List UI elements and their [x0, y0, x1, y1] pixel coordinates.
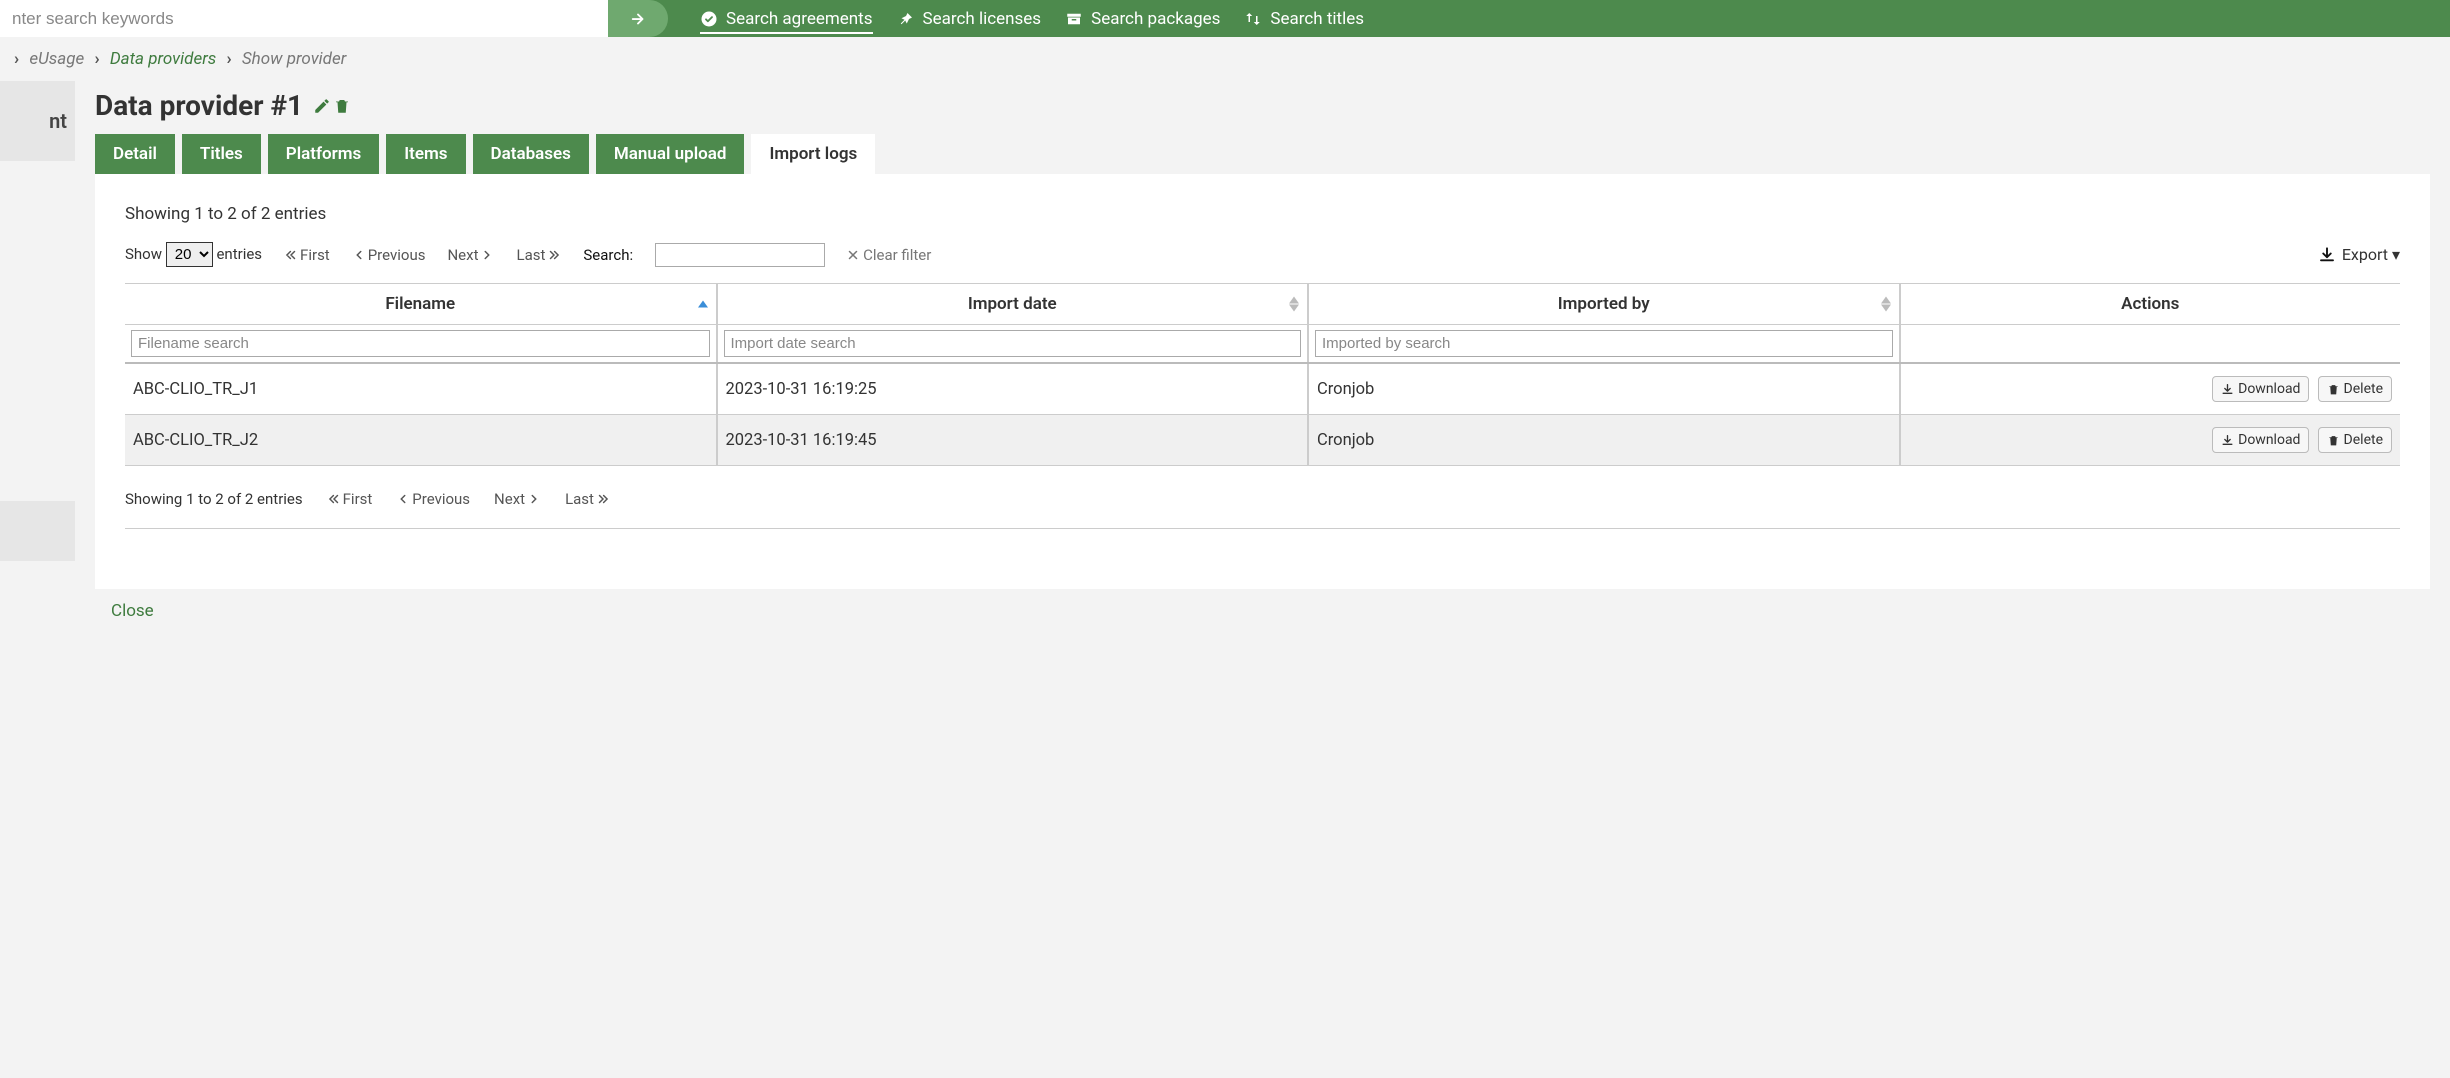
show-label-post: entries — [216, 245, 262, 263]
chevron-right-icon — [480, 248, 494, 262]
pin-icon — [897, 10, 915, 28]
edit-icon[interactable] — [313, 97, 331, 115]
col-import-date[interactable]: Import date — [717, 284, 1309, 325]
tab-panel: Showing 1 to 2 of 2 entries Show 20 entr… — [95, 174, 2430, 589]
table-search-input[interactable] — [655, 243, 825, 267]
pager-first-button[interactable]: First — [327, 490, 373, 508]
search-label: Search: — [583, 246, 633, 264]
col-filename[interactable]: Filename — [125, 284, 717, 325]
sort-icon — [1244, 10, 1262, 28]
cell-imported-by: Cronjob — [1308, 415, 1900, 466]
tab-databases[interactable]: Databases — [473, 134, 589, 174]
nav-search-licenses[interactable]: Search licenses — [897, 0, 1042, 37]
trash-icon — [2327, 434, 2340, 447]
tab-items[interactable]: Items — [386, 134, 465, 174]
cell-filename: ABC-CLIO_TR_J1 — [125, 363, 717, 415]
sort-down-icon — [1289, 305, 1299, 312]
download-icon — [2221, 383, 2234, 396]
pager-last-button[interactable]: Last — [565, 490, 610, 508]
global-search-submit-button[interactable] — [608, 0, 668, 37]
col-actions: Actions — [1900, 284, 2401, 325]
table-controls: Show 20 entries First Previous Next — [125, 242, 2400, 267]
sort-asc-icon — [698, 301, 708, 308]
cell-imported-by: Cronjob — [1308, 363, 1900, 415]
tabs: Detail Titles Platforms Items Databases … — [95, 134, 2430, 174]
cell-import-date: 2023-10-31 16:19:25 — [717, 363, 1309, 415]
close-link[interactable]: Close — [95, 589, 2430, 633]
export-button[interactable]: Export ▾ — [2318, 245, 2400, 264]
download-button[interactable]: Download — [2212, 427, 2309, 453]
tab-manual-upload[interactable]: Manual upload — [596, 134, 745, 174]
chevrons-right-icon — [596, 492, 610, 506]
chevron-left-icon — [396, 492, 410, 506]
tab-detail[interactable]: Detail — [95, 134, 175, 174]
top-nav: Search agreements Search licenses Search… — [700, 0, 1364, 37]
cell-filename: ABC-CLIO_TR_J2 — [125, 415, 717, 466]
sort-up-icon — [1289, 297, 1299, 304]
table-row: ABC-CLIO_TR_J1 2023-10-31 16:19:25 Cronj… — [125, 363, 2400, 415]
x-icon — [847, 249, 859, 261]
pager-next-button[interactable]: Next — [447, 246, 494, 264]
global-search-wrap — [0, 0, 630, 37]
import-logs-table: Filename Import date Imported by — [125, 283, 2400, 466]
breadcrumb-link[interactable]: Data providers — [110, 49, 216, 69]
filter-filename-input[interactable] — [131, 330, 710, 357]
filter-imported-by-input[interactable] — [1315, 330, 1893, 357]
arrow-right-icon — [629, 10, 647, 28]
pager-first-button[interactable]: First — [284, 246, 330, 264]
trash-icon — [2327, 383, 2340, 396]
nav-label: Search packages — [1091, 9, 1220, 29]
pager-next-button[interactable]: Next — [494, 490, 541, 508]
chevron-right-icon — [527, 492, 541, 506]
table-bottom-controls: Showing 1 to 2 of 2 entries First Previo… — [125, 490, 2400, 529]
download-icon — [2221, 434, 2234, 447]
show-label-pre: Show — [125, 245, 162, 263]
chevron-left-icon — [352, 248, 366, 262]
table-info-top: Showing 1 to 2 of 2 entries — [125, 204, 2400, 224]
table-info-bottom: Showing 1 to 2 of 2 entries — [125, 490, 303, 508]
check-circle-icon — [700, 10, 718, 28]
pager-previous-button[interactable]: Previous — [352, 246, 426, 264]
page-title: Data provider #1 — [95, 89, 303, 122]
download-icon — [2318, 246, 2336, 264]
sort-down-icon — [1881, 305, 1891, 312]
tab-titles[interactable]: Titles — [182, 134, 261, 174]
nav-label: Search titles — [1270, 9, 1364, 29]
clear-filter-button[interactable]: Clear filter — [847, 246, 931, 264]
delete-button[interactable]: Delete — [2318, 427, 2392, 453]
trash-icon[interactable] — [333, 97, 351, 115]
nav-search-agreements[interactable]: Search agreements — [700, 0, 873, 37]
archive-icon — [1065, 10, 1083, 28]
nav-label: Search agreements — [726, 9, 873, 29]
show-entries-select[interactable]: 20 — [166, 242, 213, 267]
col-imported-by[interactable]: Imported by — [1308, 284, 1900, 325]
breadcrumb-item: eUsage — [29, 49, 84, 69]
sidebar-stub: nt — [0, 81, 75, 653]
table-row: ABC-CLIO_TR_J2 2023-10-31 16:19:45 Cronj… — [125, 415, 2400, 466]
nav-label: Search licenses — [923, 9, 1042, 29]
breadcrumb-item: Show provider — [242, 49, 346, 69]
pager-last-button[interactable]: Last — [516, 246, 561, 264]
tab-platforms[interactable]: Platforms — [268, 134, 379, 174]
pager-previous-button[interactable]: Previous — [396, 490, 470, 508]
nav-search-titles[interactable]: Search titles — [1244, 0, 1364, 37]
download-button[interactable]: Download — [2212, 376, 2309, 402]
delete-button[interactable]: Delete — [2318, 376, 2392, 402]
sort-up-icon — [1881, 297, 1891, 304]
filter-import-date-input[interactable] — [724, 330, 1302, 357]
nav-search-packages[interactable]: Search packages — [1065, 0, 1220, 37]
tab-import-logs[interactable]: Import logs — [751, 134, 875, 174]
chevrons-left-icon — [284, 248, 298, 262]
sidebar-box: nt — [0, 81, 75, 161]
topbar: Search agreements Search licenses Search… — [0, 0, 2450, 37]
global-search-input[interactable] — [12, 9, 618, 29]
sidebar-box — [0, 501, 75, 561]
chevrons-left-icon — [327, 492, 341, 506]
chevrons-right-icon — [547, 248, 561, 262]
cell-import-date: 2023-10-31 16:19:45 — [717, 415, 1309, 466]
breadcrumb: › eUsage › Data providers › Show provide… — [0, 37, 2450, 81]
